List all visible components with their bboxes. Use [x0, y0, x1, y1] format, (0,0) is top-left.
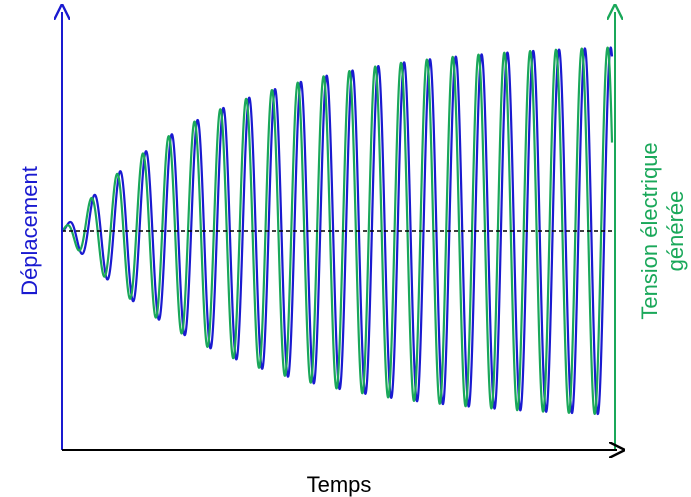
right-y-axis-label-line2: générée	[663, 191, 688, 272]
x-axis-label: Temps	[307, 472, 372, 497]
right-y-axis-label-line1: Tension électrique	[637, 142, 662, 319]
left-y-axis-label: Déplacement	[17, 166, 42, 296]
voltage-series	[61, 46, 614, 415]
displacement-series	[61, 46, 614, 416]
